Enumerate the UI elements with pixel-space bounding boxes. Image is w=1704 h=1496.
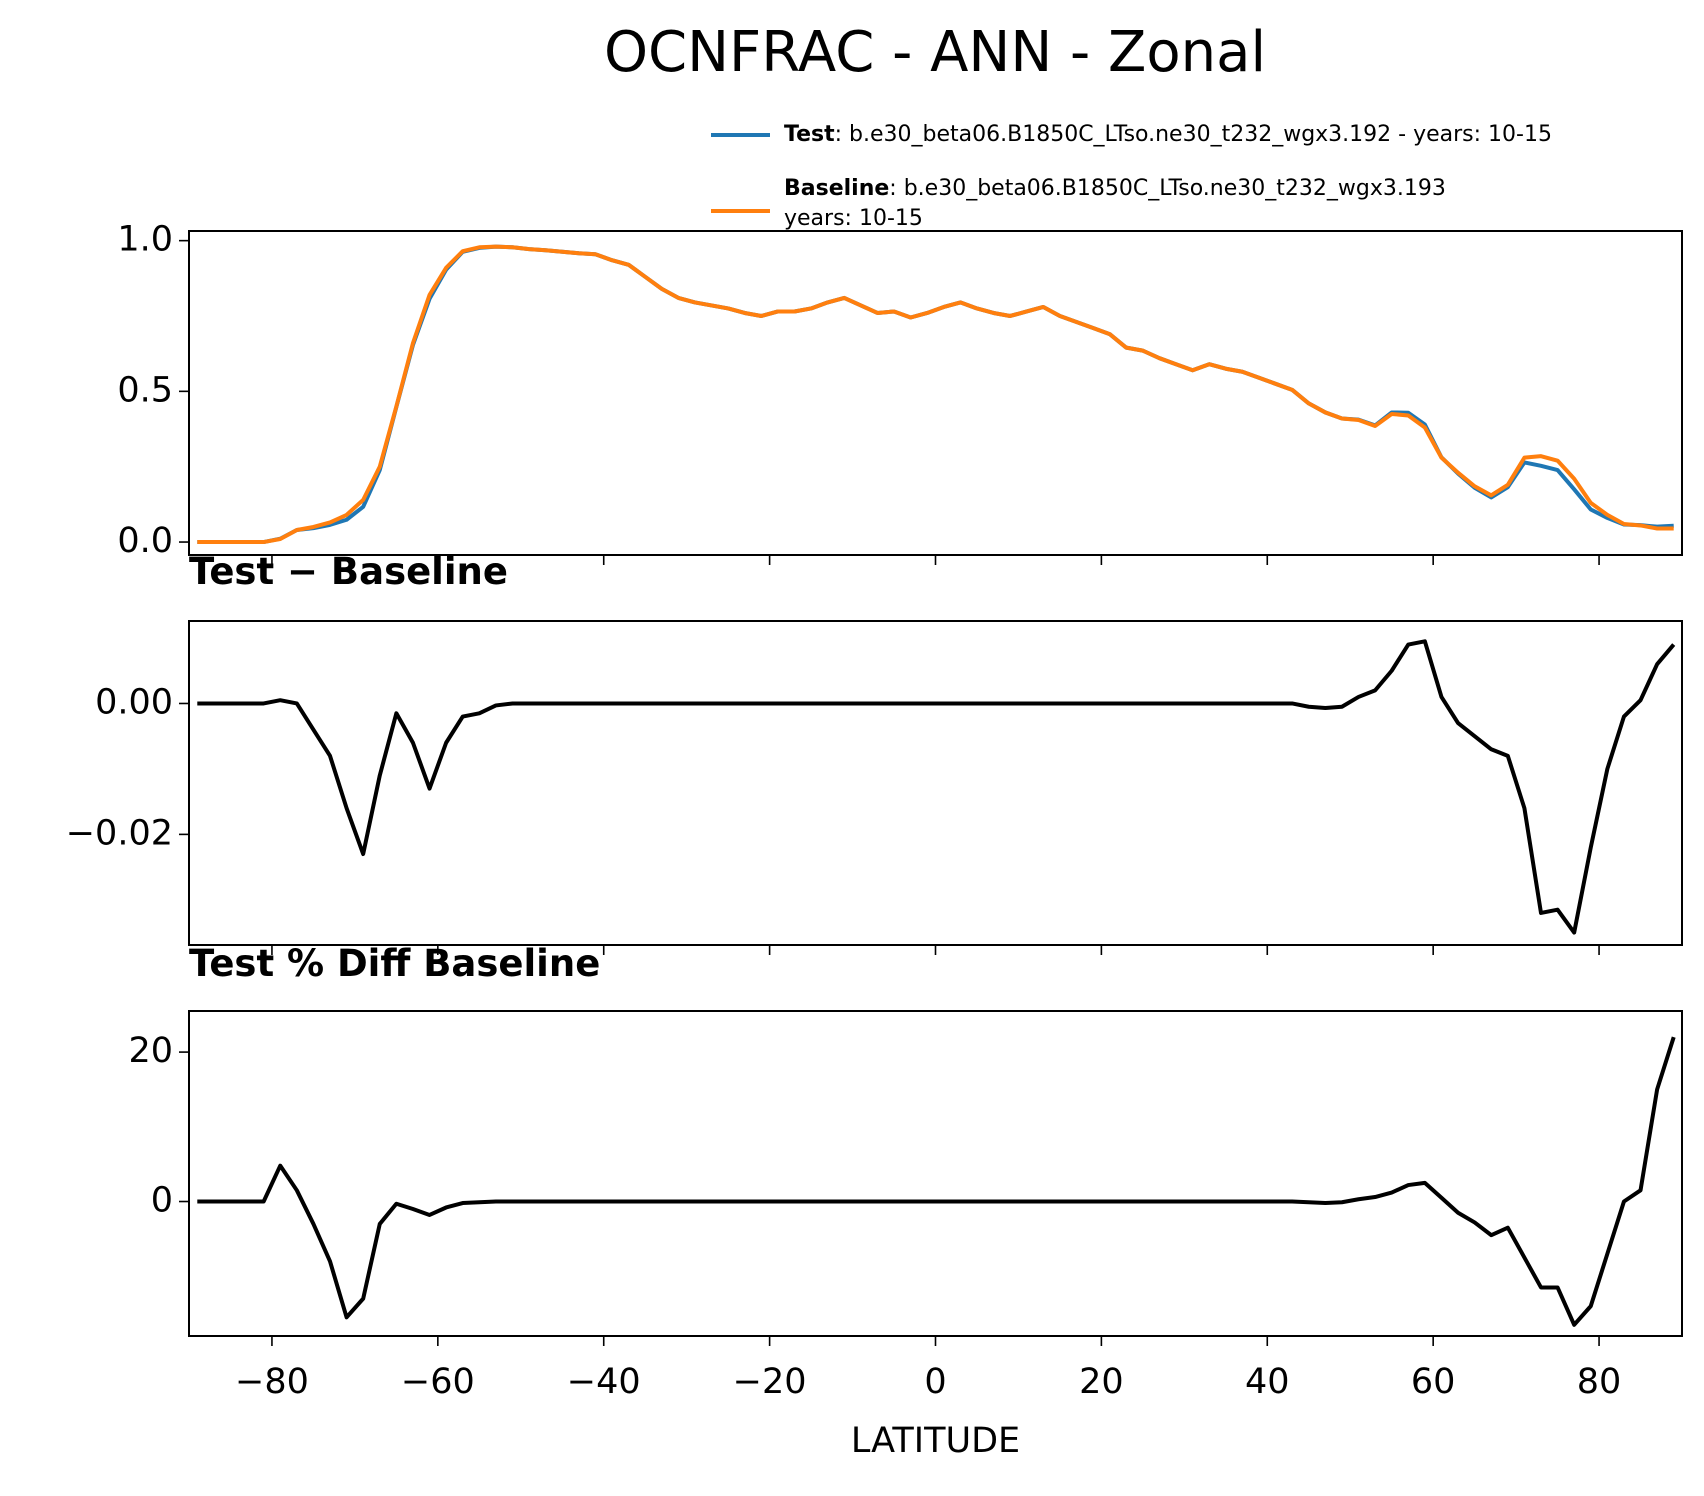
figure-title: OCNFRAC - ANN - Zonal xyxy=(604,20,1266,85)
plot-area xyxy=(197,639,1676,935)
y-tick-label: 0 xyxy=(151,1181,173,1221)
legend-description: : b.e30_beta06.B1850C_LTso.ne30_t232_wgx… xyxy=(835,122,1552,147)
y-tick-label: 0.00 xyxy=(95,682,173,722)
y-tick-label: 20 xyxy=(128,1031,173,1071)
y-tick-label: 0.0 xyxy=(117,521,173,561)
subplot-title: Test % Diff Baseline xyxy=(189,942,600,985)
axes-frame xyxy=(188,1010,1683,1337)
x-tick-label: −60 xyxy=(401,1362,475,1402)
x-tick-label: 80 xyxy=(1577,1362,1622,1402)
legend-description: : b.e30_beta06.B1850C_LTso.ne30_t232_wgx… xyxy=(889,176,1446,201)
y-tick-label: 1.0 xyxy=(117,220,173,260)
subplot-title: Test − Baseline xyxy=(189,550,508,593)
plot-area xyxy=(197,244,1674,545)
x-axis-label: LATITUDE xyxy=(851,1421,1020,1461)
legend-description: years: 10-15 xyxy=(784,206,923,231)
x-tick-label: 40 xyxy=(1245,1362,1290,1402)
x-tick-label: 0 xyxy=(924,1362,946,1402)
x-tick-label: −20 xyxy=(733,1362,807,1402)
plot-area xyxy=(197,1036,1676,1327)
axes-frame xyxy=(188,620,1683,946)
x-tick-label: −80 xyxy=(235,1362,309,1402)
x-tick-label: −40 xyxy=(567,1362,641,1402)
x-tick-label: 20 xyxy=(1079,1362,1124,1402)
diff-line xyxy=(197,1036,1676,1327)
legend-entry: Baseline: b.e30_beta06.B1850C_LTso.ne30_… xyxy=(784,176,1446,201)
legend-entry: Test: b.e30_beta06.B1850C_LTso.ne30_t232… xyxy=(784,122,1552,147)
legend-name: Baseline xyxy=(784,176,889,201)
legend-name: Test xyxy=(784,122,835,147)
y-tick-label: 0.5 xyxy=(117,370,173,410)
x-tick-label: 60 xyxy=(1411,1362,1456,1402)
series-line xyxy=(197,244,1674,545)
diff-line xyxy=(197,639,1676,935)
axes-frame xyxy=(188,230,1683,556)
y-tick-label: −0.02 xyxy=(66,813,173,853)
